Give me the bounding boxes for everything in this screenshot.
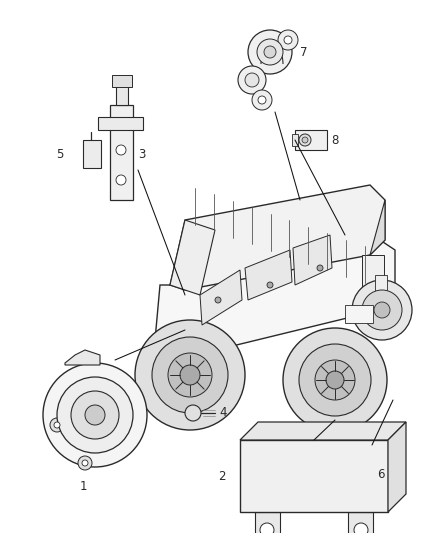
Bar [375, 275, 387, 293]
Polygon shape [170, 185, 385, 290]
Polygon shape [372, 445, 402, 463]
Polygon shape [370, 200, 385, 255]
Circle shape [278, 30, 298, 50]
Circle shape [238, 66, 266, 94]
Bar [345, 305, 373, 323]
Polygon shape [245, 250, 292, 300]
Text: 6: 6 [377, 469, 385, 481]
Text: 7: 7 [300, 45, 307, 59]
Bar [83, 140, 101, 168]
Circle shape [257, 39, 283, 65]
Polygon shape [348, 512, 373, 533]
Circle shape [71, 391, 119, 439]
Circle shape [215, 297, 221, 303]
Bar [240, 440, 388, 512]
Circle shape [283, 328, 387, 432]
Polygon shape [200, 270, 242, 325]
Text: 2: 2 [218, 470, 226, 482]
Polygon shape [388, 422, 406, 512]
Circle shape [248, 30, 292, 74]
Polygon shape [98, 117, 143, 130]
Polygon shape [170, 220, 215, 295]
Polygon shape [293, 235, 332, 285]
Polygon shape [155, 240, 395, 360]
Circle shape [352, 280, 412, 340]
Circle shape [50, 418, 64, 432]
Circle shape [43, 363, 147, 467]
Polygon shape [110, 105, 133, 200]
Circle shape [326, 371, 344, 389]
Circle shape [180, 365, 200, 385]
Circle shape [245, 73, 259, 87]
Circle shape [267, 282, 273, 288]
Polygon shape [65, 350, 100, 365]
Text: 1: 1 [80, 481, 88, 494]
Circle shape [299, 134, 311, 146]
Circle shape [362, 290, 402, 330]
Circle shape [315, 360, 355, 400]
Circle shape [78, 456, 92, 470]
Circle shape [116, 145, 126, 155]
Circle shape [168, 353, 212, 397]
Text: 3: 3 [138, 149, 145, 161]
Circle shape [260, 523, 274, 533]
Text: 8: 8 [331, 133, 339, 147]
Circle shape [54, 422, 60, 428]
Circle shape [82, 460, 88, 466]
Bar [292, 134, 298, 146]
Circle shape [284, 36, 292, 44]
Circle shape [57, 377, 133, 453]
Bar [388, 460, 398, 492]
Circle shape [135, 320, 245, 430]
Circle shape [302, 137, 308, 143]
Circle shape [317, 265, 323, 271]
Circle shape [258, 96, 266, 104]
Circle shape [299, 344, 371, 416]
Circle shape [152, 337, 228, 413]
Polygon shape [240, 422, 406, 440]
Circle shape [85, 405, 105, 425]
Text: 5: 5 [56, 149, 64, 161]
Circle shape [252, 90, 272, 110]
Text: 4: 4 [219, 407, 226, 419]
Bar [116, 85, 128, 105]
Circle shape [185, 405, 201, 421]
Circle shape [354, 523, 368, 533]
Circle shape [116, 175, 126, 185]
Circle shape [374, 302, 390, 318]
Bar [362, 255, 384, 310]
Polygon shape [255, 512, 280, 533]
Circle shape [264, 46, 276, 58]
Bar [112, 75, 132, 87]
Bar [295, 130, 327, 150]
